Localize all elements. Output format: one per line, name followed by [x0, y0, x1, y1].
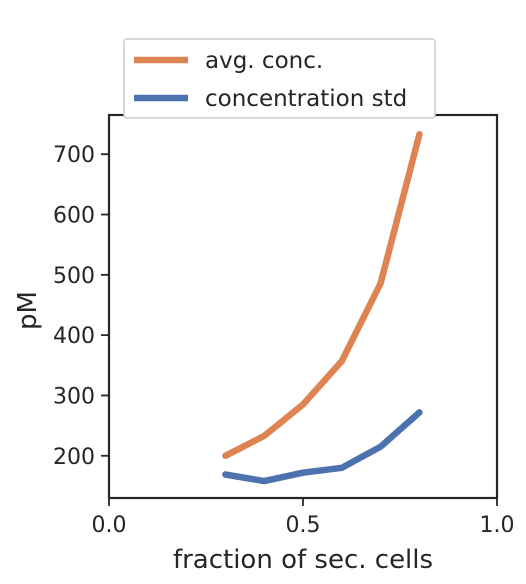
y-tick-label: 300	[53, 384, 95, 409]
legend-label: concentration std	[205, 86, 407, 112]
x-axis-label: fraction of sec. cells	[173, 545, 433, 575]
plot-frame	[107, 113, 499, 500]
y-tick-label: 500	[53, 264, 95, 289]
legend-box	[123, 38, 436, 119]
x-axis-ticks: 0.0 0.5 1.0	[92, 498, 515, 538]
plot-area	[107, 113, 499, 500]
y-tick-label: 200	[53, 445, 95, 470]
legend: avg. conc. concentration std	[123, 38, 436, 119]
y-axis-label: pM	[13, 291, 43, 330]
x-tick-label: 0.5	[286, 513, 321, 538]
y-axis-ticks: 200 300 400 500 600 700	[53, 143, 109, 470]
series-line-0	[222, 131, 423, 460]
series-line-1	[222, 409, 423, 485]
legend-label: avg. conc.	[205, 48, 323, 74]
series-layer	[222, 131, 423, 485]
y-tick-label: 400	[53, 324, 95, 349]
x-tick-label: 1.0	[480, 513, 515, 538]
y-tick-label: 600	[53, 204, 95, 229]
y-tick-label: 700	[53, 143, 95, 168]
x-tick-label: 0.0	[92, 513, 127, 538]
